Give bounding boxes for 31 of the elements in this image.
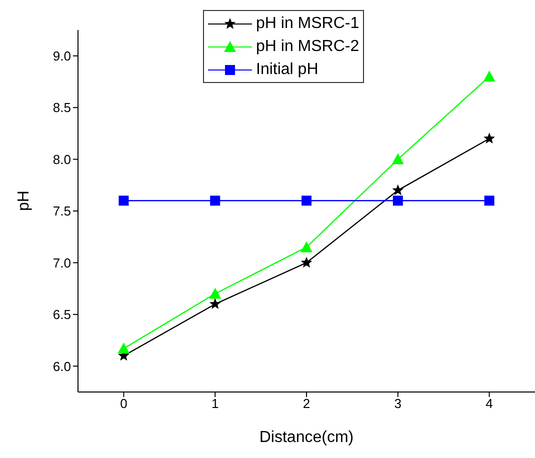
y-tick-label: 9.0 xyxy=(52,48,71,64)
point xyxy=(118,342,130,354)
x-tick-label: 1 xyxy=(211,396,219,412)
point xyxy=(300,241,312,252)
point xyxy=(118,196,129,206)
x-axis-title: Distance(cm) xyxy=(259,429,354,446)
point xyxy=(209,298,221,309)
x-tick-label: 4 xyxy=(486,396,493,412)
legend-label: Initial pH xyxy=(256,60,318,80)
x-tick-label: 3 xyxy=(394,396,402,412)
point xyxy=(484,196,494,206)
point xyxy=(302,196,312,206)
legend-label: pH in MSRC-1 xyxy=(256,14,360,34)
point xyxy=(392,196,403,206)
point xyxy=(392,184,404,196)
legend-label: pH in MSRC-2 xyxy=(256,37,360,57)
x-tick-label: 0 xyxy=(120,396,128,412)
y-tick-label: 6.5 xyxy=(52,307,71,322)
y-axis-title: pH xyxy=(16,190,33,211)
y-tick-label: 7.0 xyxy=(52,255,71,270)
point xyxy=(484,132,496,144)
point xyxy=(300,256,312,268)
point xyxy=(209,288,222,299)
y-tick-label: 8.0 xyxy=(52,152,71,167)
x-tick-label: 2 xyxy=(302,396,310,412)
point xyxy=(210,196,220,206)
y-tick-label: 7.5 xyxy=(52,204,71,219)
point xyxy=(483,70,496,82)
point xyxy=(392,153,404,164)
y-tick-label: 6.0 xyxy=(52,358,71,374)
y-tick-label: 8.5 xyxy=(52,100,71,116)
